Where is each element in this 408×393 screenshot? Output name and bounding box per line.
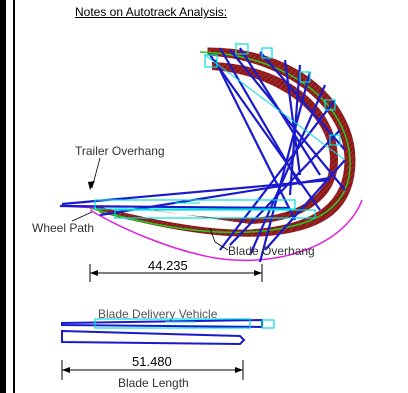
label-delivery-vehicle: Blade Delivery Vehicle	[98, 307, 218, 321]
dim-blade-arrow-left	[62, 367, 70, 373]
label-wheel-path: Wheel Path	[32, 221, 94, 235]
blade-drawing	[61, 329, 246, 346]
notes-title: Notes on Autotrack Analysis:	[75, 5, 228, 19]
label-trailer-overhang: Trailer Overhang	[75, 144, 165, 158]
vehicle-details	[175, 54, 346, 211]
vehicle-outlines	[94, 43, 341, 219]
label-blade-overhang: Blade Overhang	[228, 244, 315, 258]
delivery-vehicle-drawing	[61, 318, 275, 329]
blade-overhang-line	[89, 199, 363, 262]
vehicle-positions	[59, 47, 346, 263]
dim-blade-arrow-right	[235, 367, 243, 373]
dimension-swept-value: 44.235	[148, 258, 188, 273]
dimension-blade-value: 51.480	[132, 354, 172, 369]
label-blade-length: Blade Length	[118, 376, 189, 390]
frame-border-inner	[13, 0, 15, 393]
dim-swept-arrow-left	[90, 270, 98, 276]
leader-arrow	[88, 181, 95, 190]
dim-swept-arrow-right	[254, 270, 262, 276]
frame-border-left	[0, 0, 6, 393]
